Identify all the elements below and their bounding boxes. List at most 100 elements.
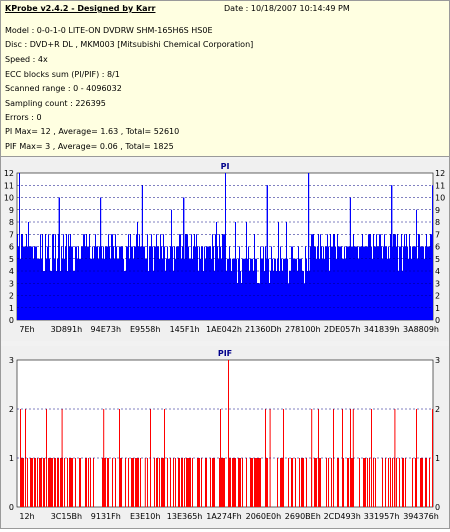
pi-bar [64, 258, 65, 320]
pi-bar [238, 258, 239, 320]
pif-bar [230, 458, 231, 507]
pi-bar [221, 258, 222, 320]
pi-bar [195, 246, 196, 320]
pi-bar [215, 234, 216, 320]
pi-bar [272, 258, 273, 320]
pi-bar [362, 234, 363, 320]
pif-bar [210, 458, 211, 507]
pif-bar [105, 458, 106, 507]
pi-bar [47, 246, 48, 320]
pi-bar [152, 246, 153, 320]
pif-bar [232, 458, 233, 507]
pi-bar [116, 246, 117, 320]
pi-bar [164, 246, 165, 320]
pif-bar [314, 458, 315, 507]
pi-bar [144, 246, 145, 320]
pi-bar [139, 234, 140, 320]
y-tick-right: 10 [435, 194, 445, 203]
x-tick-label: 3C15Bh [51, 512, 82, 521]
pi-bar [271, 246, 272, 320]
pif-bar [371, 409, 372, 507]
pi-bar [70, 234, 71, 320]
pif-bar [351, 458, 352, 507]
pif-bar [107, 458, 108, 507]
pi-bar [269, 283, 270, 320]
pi-bar [236, 258, 237, 320]
pif-bar [159, 458, 160, 507]
pif-bar [125, 458, 126, 507]
pi-bar [71, 246, 72, 320]
pi-bar [409, 234, 410, 320]
x-tick-label: 1AE042h [206, 325, 242, 334]
pif-bar [306, 458, 307, 507]
y-tick-right: 7 [435, 230, 440, 239]
pi-bar [46, 258, 47, 320]
pi-bar [43, 271, 44, 320]
pif-bar [54, 458, 55, 507]
y-tick-left: 12 [4, 169, 14, 178]
pi-bar [348, 246, 349, 320]
x-tick-label: 13E365h [167, 512, 203, 521]
x-tick-label: 9131Fh [91, 512, 121, 521]
pif-bar [266, 458, 267, 507]
y-tick-left: 5 [9, 255, 14, 264]
pi-bar [344, 246, 345, 320]
pif-bar [292, 458, 293, 507]
pi-bar [44, 271, 45, 320]
pi-bar [89, 234, 90, 320]
pi-bar [250, 258, 251, 320]
pif-bar [219, 458, 220, 507]
pif-bar [426, 458, 427, 507]
pi-bar [394, 234, 395, 320]
pif-peak-bar [311, 409, 313, 507]
pif-bar [21, 458, 22, 507]
pi-bar [261, 258, 262, 320]
pif-bar [303, 458, 304, 507]
pif-bar [128, 458, 129, 507]
pi-bar [159, 258, 160, 320]
pi-bar [400, 246, 401, 320]
pi-bar [84, 234, 85, 320]
pif-peak-bar [20, 409, 21, 507]
pi-bar [22, 234, 23, 320]
pi-bar [266, 258, 267, 320]
pi-bar [111, 234, 112, 320]
pi-bar [24, 246, 25, 320]
pif-bar [291, 458, 292, 507]
pif-bar [184, 458, 185, 507]
pi-bar [339, 246, 340, 320]
pi-bar [187, 234, 188, 320]
pi-bar [49, 258, 50, 320]
pif-bar [189, 458, 190, 507]
pi-bar [130, 234, 131, 320]
pif-bar [338, 458, 339, 507]
pif-bar [88, 458, 89, 507]
pi-bar [129, 258, 130, 320]
pif-bar [90, 458, 91, 507]
pi-bar [67, 271, 68, 320]
pi-bar [392, 246, 393, 320]
pi-bar [31, 246, 32, 320]
pi-bar [118, 258, 119, 320]
pif-bar [147, 458, 148, 507]
info-pi-stats: PI Max= 12 , Average= 1.63 , Total= 5261… [5, 127, 180, 136]
pi-bar [68, 234, 69, 320]
pi-bar [285, 258, 286, 320]
y-tick-right: 9 [435, 206, 440, 215]
pif-bar [52, 458, 53, 507]
pif-bar [364, 458, 365, 507]
info-pif-stats: PIF Max= 3 , Average= 0.06 , Total= 1825 [5, 142, 174, 151]
pi-bar [98, 258, 99, 320]
pif-bar [50, 458, 51, 507]
pif-bar [157, 458, 158, 507]
pi-bar [275, 258, 276, 320]
x-tick-label: 7Eh [19, 325, 34, 334]
pi-bar [26, 234, 27, 320]
pif-bar [102, 458, 103, 507]
pi-bar [32, 246, 33, 320]
pi-bar [318, 234, 319, 320]
x-tick-label: 12h [19, 512, 34, 521]
pif-bar [197, 458, 198, 507]
pi-bar [117, 258, 118, 320]
pi-bar [279, 271, 280, 320]
